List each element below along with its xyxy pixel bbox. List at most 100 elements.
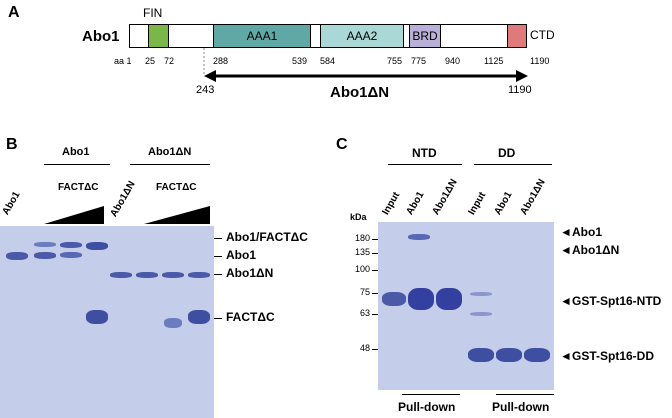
b-fact-2: FACTΔC — [156, 182, 197, 193]
panel-b-letter: B — [6, 136, 18, 153]
ctd-label: CTD — [530, 28, 555, 42]
c-lane-abo1-1: Abo1 — [404, 189, 427, 217]
b-label-complex: Abo1/FACTΔC — [226, 230, 308, 244]
pos-1125: 1125 — [484, 56, 504, 66]
protein-name: Abo1 — [82, 28, 120, 45]
b-group-abo1: Abo1 — [62, 146, 90, 158]
c-lane-abo1dn-2: Abo1ΔN — [518, 177, 548, 217]
pos-775: 775 — [411, 56, 427, 66]
b-band — [34, 242, 56, 247]
c-arrow-abo1dn: ◄ — [560, 243, 572, 257]
pulldown-1: Pull-down — [398, 400, 456, 414]
pulldown-2: Pull-down — [492, 400, 550, 414]
c-band — [408, 288, 434, 310]
pos-25: 25 — [145, 56, 156, 66]
ctd-domain — [507, 24, 527, 48]
b-group-abo1-line — [44, 164, 110, 165]
pos-1190: 1190 — [530, 56, 550, 66]
marker-75: 75 — [359, 287, 370, 297]
marker-tick — [372, 314, 378, 315]
c-lane-abo1-2: Abo1 — [492, 189, 515, 217]
c-label-abo1: Abo1 — [572, 225, 602, 239]
marker-tick — [372, 293, 378, 294]
b-label-abo1dn: Abo1ΔN — [226, 266, 274, 280]
b-band — [162, 272, 184, 278]
marker-180: 180 — [354, 233, 370, 243]
marker-tick — [372, 253, 378, 254]
c-band — [524, 348, 550, 362]
b-gel — [0, 226, 214, 418]
aa-start-label: aa 1 — [114, 56, 132, 66]
c-band — [496, 348, 522, 362]
b-band — [60, 252, 82, 258]
b-gradient-wedges — [44, 206, 210, 224]
panel-a-letter: A — [8, 4, 20, 21]
c-arrow-abo1: ◄ — [560, 225, 572, 239]
c-band — [408, 234, 430, 240]
b-group-abo1dn: Abo1ΔN — [148, 146, 192, 158]
b-band — [6, 252, 28, 260]
trunc-start: 243 — [196, 84, 215, 96]
marker-100: 100 — [354, 264, 370, 274]
c-label-abo1dn: Abo1ΔN — [572, 243, 620, 257]
b-group-abo1dn-line — [130, 164, 210, 165]
c-band — [470, 292, 492, 296]
c-arrow-ntd: ◄ — [560, 294, 572, 308]
b-band — [34, 252, 56, 259]
c-lane-input-1: Input — [380, 190, 403, 217]
marker-63: 63 — [359, 308, 370, 318]
aaa2-domain: AAA2 — [320, 24, 404, 48]
b-band — [188, 272, 210, 278]
b-band — [110, 272, 132, 278]
b-marker-tick — [214, 274, 222, 275]
c-band — [436, 288, 462, 310]
c-lane-abo1dn-1: Abo1ΔN — [430, 177, 460, 217]
aaa1-domain: AAA1 — [213, 24, 311, 48]
c-group-ntd-line — [388, 164, 462, 165]
b-fact-1: FACTΔC — [58, 182, 99, 193]
pos-940: 940 — [445, 56, 461, 66]
c-arrow-dd: ◄ — [560, 349, 572, 363]
c-group-dd: DD — [498, 146, 516, 160]
c-lane-input-2: Input — [466, 190, 489, 217]
b-band — [86, 242, 108, 250]
c-band — [470, 312, 492, 316]
c-group-ntd: NTD — [412, 146, 437, 160]
marker-48: 48 — [359, 343, 370, 353]
b-band — [86, 310, 108, 324]
c-label-ntd: GST-Spt16-NTD — [572, 294, 662, 308]
b-band — [60, 242, 82, 248]
truncation-arrow — [203, 48, 528, 82]
c-band — [382, 292, 406, 306]
pulldown-1-line — [402, 394, 460, 395]
pulldown-2-line — [496, 394, 554, 395]
marker-tick — [372, 349, 378, 350]
b-label-fact: FACTΔC — [226, 310, 275, 324]
fin-label: FIN — [143, 6, 163, 20]
pos-755: 755 — [387, 56, 403, 66]
pos-72: 72 — [164, 56, 175, 66]
b-band — [188, 310, 210, 324]
kda-label: kDa — [350, 212, 367, 222]
c-group-dd-line — [474, 164, 552, 165]
pos-288: 288 — [213, 56, 229, 66]
b-band — [136, 272, 158, 278]
pos-584: 584 — [320, 56, 336, 66]
marker-tick — [372, 270, 378, 271]
pos-539: 539 — [292, 56, 308, 66]
c-gel — [378, 222, 554, 390]
b-marker-tick — [214, 238, 222, 239]
fin-domain — [148, 24, 169, 48]
trunc-end: 1190 — [508, 84, 532, 96]
panel-c-letter: C — [336, 136, 348, 153]
marker-135: 135 — [354, 247, 370, 257]
b-band — [164, 318, 182, 328]
b-marker-tick — [214, 318, 222, 319]
truncation-label: Abo1ΔN — [330, 84, 390, 101]
marker-tick — [372, 239, 378, 240]
c-label-dd: GST-Spt16-DD — [572, 349, 655, 363]
b-label-abo1: Abo1 — [226, 248, 256, 262]
brd-domain: BRD — [409, 24, 441, 48]
c-band — [468, 348, 494, 362]
b-marker-tick — [214, 256, 222, 257]
